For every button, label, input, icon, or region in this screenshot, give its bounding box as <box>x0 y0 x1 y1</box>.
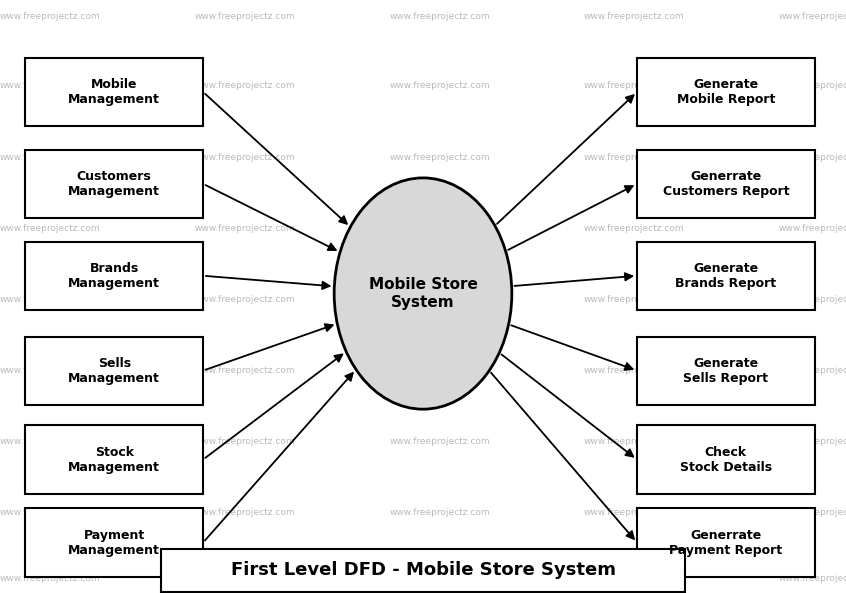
Text: www.freeprojectz.com: www.freeprojectz.com <box>584 366 684 375</box>
FancyBboxPatch shape <box>637 508 815 576</box>
Text: www.freeprojectz.com: www.freeprojectz.com <box>389 152 490 162</box>
FancyBboxPatch shape <box>25 58 203 126</box>
Text: www.freeprojectz.com: www.freeprojectz.com <box>584 437 684 447</box>
FancyBboxPatch shape <box>637 426 815 493</box>
FancyBboxPatch shape <box>25 149 203 218</box>
FancyBboxPatch shape <box>25 241 203 310</box>
Text: www.freeprojectz.com: www.freeprojectz.com <box>389 573 490 583</box>
Ellipse shape <box>334 178 512 409</box>
Text: www.freeprojectz.com: www.freeprojectz.com <box>0 366 101 375</box>
Text: www.freeprojectz.com: www.freeprojectz.com <box>195 295 295 304</box>
FancyBboxPatch shape <box>637 58 815 126</box>
FancyBboxPatch shape <box>637 149 815 218</box>
Text: www.freeprojectz.com: www.freeprojectz.com <box>584 224 684 233</box>
Text: Mobile Store
System: Mobile Store System <box>369 278 477 310</box>
Text: Generrate
Customers Report: Generrate Customers Report <box>662 170 789 198</box>
Text: www.freeprojectz.com: www.freeprojectz.com <box>195 12 295 21</box>
Text: www.freeprojectz.com: www.freeprojectz.com <box>0 437 101 447</box>
Text: www.freeprojectz.com: www.freeprojectz.com <box>584 295 684 304</box>
Text: www.freeprojectz.com: www.freeprojectz.com <box>584 573 684 583</box>
Text: www.freeprojectz.com: www.freeprojectz.com <box>195 152 295 162</box>
Text: www.freeprojectz.com: www.freeprojectz.com <box>778 366 846 375</box>
Text: www.freeprojectz.com: www.freeprojectz.com <box>778 573 846 583</box>
Text: www.freeprojectz.com: www.freeprojectz.com <box>0 224 101 233</box>
Text: www.freeprojectz.com: www.freeprojectz.com <box>195 224 295 233</box>
Text: www.freeprojectz.com: www.freeprojectz.com <box>389 81 490 91</box>
Text: Generate
Mobile Report: Generate Mobile Report <box>677 78 775 106</box>
Text: www.freeprojectz.com: www.freeprojectz.com <box>778 508 846 518</box>
Text: www.freeprojectz.com: www.freeprojectz.com <box>584 81 684 91</box>
Text: www.freeprojectz.com: www.freeprojectz.com <box>389 224 490 233</box>
Text: Brands
Management: Brands Management <box>69 262 160 290</box>
Text: Generrate
Payment Report: Generrate Payment Report <box>669 528 783 557</box>
Text: Sells
Management: Sells Management <box>69 356 160 385</box>
FancyBboxPatch shape <box>25 337 203 404</box>
FancyBboxPatch shape <box>637 241 815 310</box>
Text: www.freeprojectz.com: www.freeprojectz.com <box>0 508 101 518</box>
Text: www.freeprojectz.com: www.freeprojectz.com <box>584 152 684 162</box>
Text: www.freeprojectz.com: www.freeprojectz.com <box>778 295 846 304</box>
Text: www.freeprojectz.com: www.freeprojectz.com <box>195 366 295 375</box>
Text: www.freeprojectz.com: www.freeprojectz.com <box>0 295 101 304</box>
Text: www.freeprojectz.com: www.freeprojectz.com <box>0 81 101 91</box>
Text: www.freeprojectz.com: www.freeprojectz.com <box>195 81 295 91</box>
Text: Generate
Brands Report: Generate Brands Report <box>675 262 777 290</box>
Text: www.freeprojectz.com: www.freeprojectz.com <box>389 437 490 447</box>
Text: Payment
Management: Payment Management <box>69 528 160 557</box>
Text: www.freeprojectz.com: www.freeprojectz.com <box>778 224 846 233</box>
Text: www.freeprojectz.com: www.freeprojectz.com <box>195 508 295 518</box>
Text: www.freeprojectz.com: www.freeprojectz.com <box>195 573 295 583</box>
Text: www.freeprojectz.com: www.freeprojectz.com <box>0 152 101 162</box>
Text: www.freeprojectz.com: www.freeprojectz.com <box>389 295 490 304</box>
Text: www.freeprojectz.com: www.freeprojectz.com <box>584 12 684 21</box>
Text: www.freeprojectz.com: www.freeprojectz.com <box>389 508 490 518</box>
Text: www.freeprojectz.com: www.freeprojectz.com <box>389 12 490 21</box>
Text: Mobile
Management: Mobile Management <box>69 78 160 106</box>
Text: www.freeprojectz.com: www.freeprojectz.com <box>778 152 846 162</box>
Text: Stock
Management: Stock Management <box>69 445 160 474</box>
FancyBboxPatch shape <box>25 508 203 576</box>
Text: www.freeprojectz.com: www.freeprojectz.com <box>195 437 295 447</box>
Text: Check
Stock Details: Check Stock Details <box>680 445 772 474</box>
Text: www.freeprojectz.com: www.freeprojectz.com <box>778 12 846 21</box>
Text: www.freeprojectz.com: www.freeprojectz.com <box>389 366 490 375</box>
Text: www.freeprojectz.com: www.freeprojectz.com <box>0 573 101 583</box>
Text: www.freeprojectz.com: www.freeprojectz.com <box>778 437 846 447</box>
Text: www.freeprojectz.com: www.freeprojectz.com <box>0 12 101 21</box>
Text: www.freeprojectz.com: www.freeprojectz.com <box>584 508 684 518</box>
FancyBboxPatch shape <box>637 337 815 404</box>
Text: Generate
Sells Report: Generate Sells Report <box>684 356 768 385</box>
Text: www.freeprojectz.com: www.freeprojectz.com <box>778 81 846 91</box>
FancyBboxPatch shape <box>161 549 685 592</box>
Text: Customers
Management: Customers Management <box>69 170 160 198</box>
Text: First Level DFD - Mobile Store System: First Level DFD - Mobile Store System <box>230 562 616 579</box>
FancyBboxPatch shape <box>25 426 203 493</box>
